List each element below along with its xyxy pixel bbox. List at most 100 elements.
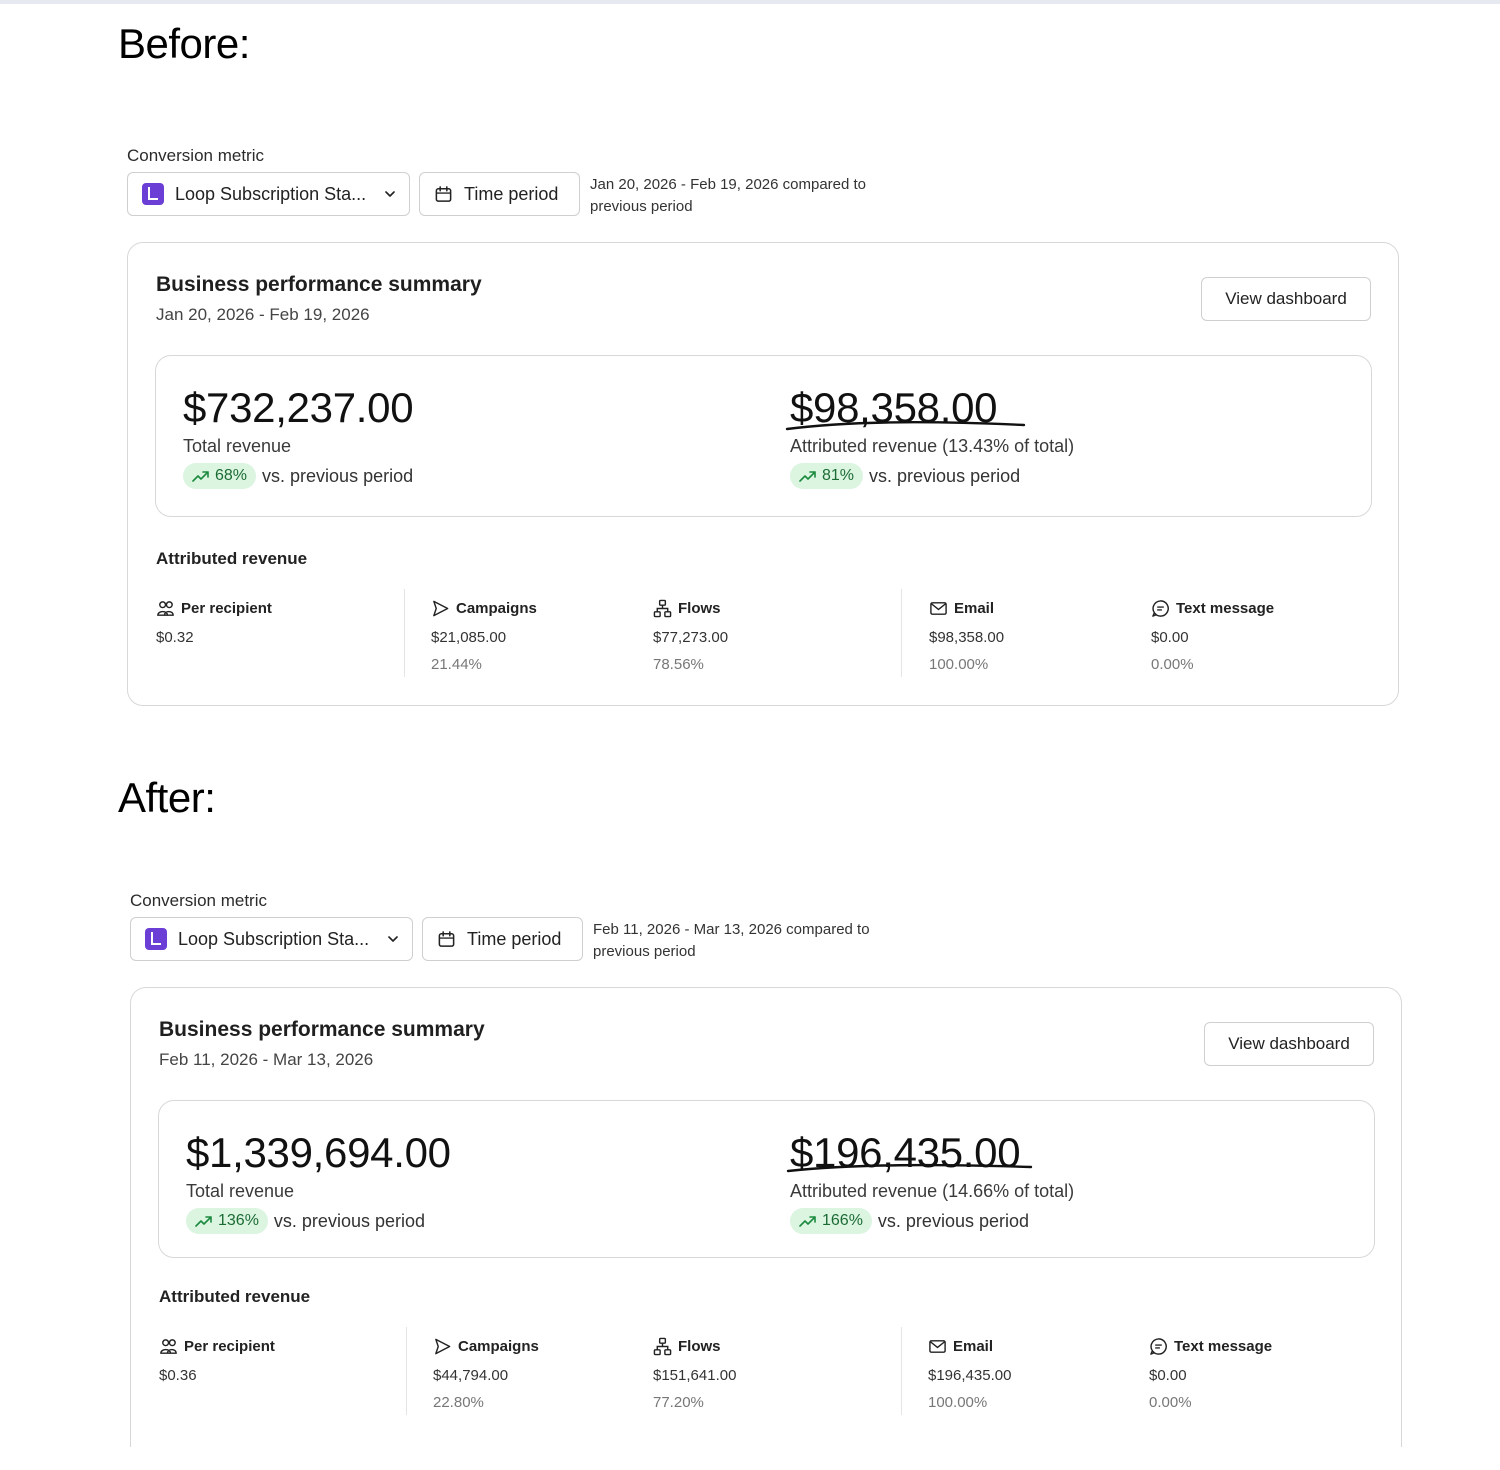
card-date-range: Feb 11, 2026 - Mar 13, 2026 — [159, 1050, 374, 1069]
attributed-change-badge: 81% — [790, 463, 864, 489]
column-value: $0.36 — [159, 1367, 197, 1384]
total-change-value: 136% — [218, 1212, 259, 1229]
column-label: Flows — [678, 599, 721, 617]
time-period-button[interactable]: Time period — [419, 172, 580, 216]
total-revenue-value: $732,237.00 — [183, 384, 414, 431]
conversion-metric-label: Conversion metric — [127, 146, 264, 165]
email-column: Email $196,435.00 100.00% — [928, 1335, 1011, 1412]
view-dashboard-button[interactable]: View dashboard — [1201, 277, 1371, 321]
column-value: $0.32 — [156, 629, 194, 646]
total-revenue-label: Total revenue — [183, 436, 292, 456]
conversion-metric-select[interactable]: Loop Subscription Sta... — [127, 172, 410, 216]
mail-icon — [929, 1339, 946, 1353]
column-percent: 77.20% — [653, 1394, 704, 1411]
column-percent: 21.44% — [431, 656, 482, 673]
message-icon — [1150, 1337, 1167, 1355]
metric-select-value: Loop Subscription Sta... — [178, 928, 370, 949]
trend-up-icon — [799, 1216, 816, 1227]
performance-summary-card: Business performance summary Feb 11, 202… — [130, 987, 1402, 1447]
after-section: Conversion metric Loop Subscription Sta.… — [130, 891, 1410, 1451]
column-label: Per recipient — [184, 1337, 275, 1355]
message-icon — [1152, 599, 1169, 617]
column-value: $44,794.00 — [433, 1367, 509, 1384]
campaigns-column: Campaigns $21,085.00 21.44% — [431, 597, 537, 674]
column-percent: 22.80% — [433, 1394, 484, 1411]
total-change-suffix: vs. previous period — [273, 1210, 425, 1231]
total-revenue-change-row: 68% vs. previous period — [183, 463, 413, 489]
column-label: Text message — [1174, 1337, 1273, 1355]
chevron-down-icon — [385, 191, 395, 197]
metric-select-value: Loop Subscription Sta... — [175, 183, 367, 204]
comparison-date-note: Feb 11, 2026 - Mar 13, 2026 compared to … — [593, 921, 870, 960]
per-recipient-column: Per recipient $0.32 — [156, 597, 272, 647]
revenue-summary-box: $732,237.00 Total revenue 68% vs. previo… — [155, 355, 1372, 517]
attributed-revenue-heading: Attributed revenue — [159, 1287, 311, 1306]
total-change-value: 68% — [215, 467, 248, 484]
column-value: $0.00 — [1149, 1367, 1187, 1384]
attributed-change-suffix: vs. previous period — [877, 1210, 1029, 1231]
flow-icon — [653, 599, 672, 617]
attributed-change-value: 81% — [822, 467, 855, 484]
comparison-date-note: Jan 20, 2026 - Feb 19, 2026 compared to … — [590, 176, 867, 215]
per-recipient-column: Per recipient $0.36 — [159, 1335, 275, 1385]
column-label: Campaigns — [456, 599, 537, 617]
column-label: Flows — [678, 1337, 721, 1355]
column-percent: 78.56% — [653, 656, 704, 673]
loop-logo-icon — [145, 928, 167, 950]
send-icon — [433, 600, 449, 616]
attributed-change-badge: 166% — [790, 1208, 872, 1234]
total-change-badge: 136% — [186, 1208, 268, 1234]
total-change-badge: 68% — [183, 463, 257, 489]
column-percent: 0.00% — [1151, 656, 1194, 673]
chevron-down-icon — [388, 936, 398, 942]
column-divider — [406, 1327, 407, 1415]
conversion-metric-select[interactable]: Loop Subscription Sta... — [130, 917, 413, 961]
column-label: Email — [953, 1337, 994, 1355]
column-percent: 100.00% — [929, 656, 989, 673]
attributed-revenue-label: Attributed revenue (13.43% of total) — [790, 436, 1075, 456]
attributed-revenue-value: $98,358.00 — [790, 384, 998, 431]
column-value: $151,641.00 — [653, 1367, 737, 1384]
people-icon — [160, 1338, 177, 1354]
loop-logo-icon — [142, 183, 164, 205]
time-period-label: Time period — [464, 183, 559, 204]
view-dashboard-button[interactable]: View dashboard — [1204, 1022, 1374, 1066]
before-heading: Before: — [118, 20, 250, 67]
column-divider — [901, 589, 902, 677]
column-label: Email — [954, 599, 995, 617]
mail-icon — [930, 601, 947, 615]
trend-up-icon — [799, 471, 816, 482]
column-label: Text message — [1176, 599, 1275, 617]
people-icon — [157, 600, 174, 616]
attributed-revenue-change-row: 166% vs. previous period — [790, 1208, 1029, 1234]
time-period-button[interactable]: Time period — [422, 917, 583, 961]
column-percent: 0.00% — [1149, 1394, 1192, 1411]
trend-up-icon — [195, 1216, 212, 1227]
attributed-revenue-change-row: 81% vs. previous period — [790, 463, 1020, 489]
column-label: Per recipient — [181, 599, 272, 617]
performance-summary-card: Business performance summary Jan 20, 202… — [127, 242, 1399, 706]
campaigns-column: Campaigns $44,794.00 22.80% — [433, 1335, 539, 1412]
time-period-label: Time period — [467, 928, 562, 949]
column-divider — [901, 1327, 902, 1415]
column-value: $98,358.00 — [929, 629, 1005, 646]
card-date-range: Jan 20, 2026 - Feb 19, 2026 — [156, 305, 370, 324]
total-revenue-label: Total revenue — [186, 1181, 295, 1201]
attributed-change-suffix: vs. previous period — [869, 465, 1021, 486]
column-value: $0.00 — [1151, 629, 1189, 646]
card-title: Business performance summary — [156, 273, 482, 296]
column-value: $77,273.00 — [653, 629, 729, 646]
attributed-revenue-heading: Attributed revenue — [156, 549, 308, 568]
conversion-metric-label: Conversion metric — [130, 891, 267, 910]
column-value: $21,085.00 — [431, 629, 507, 646]
flows-column: Flows $151,641.00 77.20% — [653, 1335, 736, 1411]
column-percent: 100.00% — [928, 1394, 988, 1411]
card-title: Business performance summary — [159, 1018, 485, 1041]
calendar-icon — [435, 185, 452, 202]
before-section: Conversion metric Loop Subscription Sta.… — [127, 146, 1407, 706]
email-column: Email $98,358.00 100.00% — [929, 597, 1005, 674]
total-revenue-change-row: 136% vs. previous period — [186, 1208, 425, 1234]
text-message-column: Text message $0.00 0.00% — [1149, 1335, 1273, 1412]
trend-up-icon — [192, 471, 209, 482]
total-change-suffix: vs. previous period — [262, 465, 414, 486]
